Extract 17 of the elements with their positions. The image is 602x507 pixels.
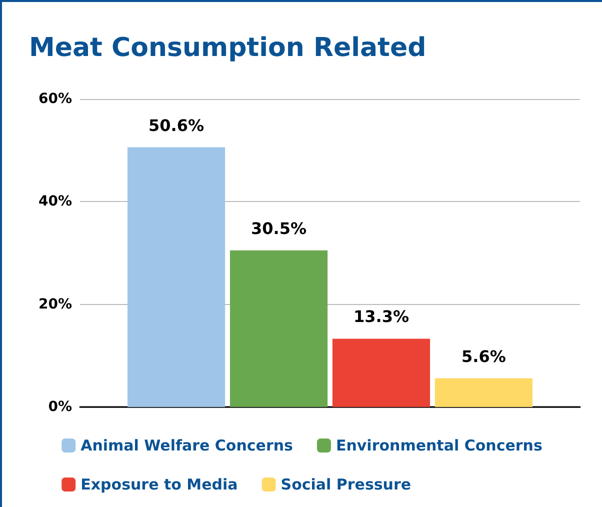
y-tick-label: 20% bbox=[38, 296, 72, 312]
y-tick-label: 40% bbox=[38, 194, 72, 210]
bar bbox=[332, 338, 430, 407]
data-label: 50.6% bbox=[148, 116, 204, 135]
bar bbox=[128, 147, 226, 407]
y-tick-label: 60% bbox=[38, 91, 72, 107]
chart-title: Meat Consumption Related bbox=[29, 33, 426, 63]
legend-label: Environmental Concerns bbox=[336, 436, 542, 454]
data-label: 13.3% bbox=[353, 307, 409, 326]
legend-label: Exposure to Media bbox=[80, 476, 238, 494]
bar bbox=[230, 250, 328, 407]
data-label: 30.5% bbox=[251, 218, 307, 238]
data-label: 5.6% bbox=[462, 346, 506, 366]
y-tick-label: 0% bbox=[48, 399, 72, 415]
legend-label: Social Pressure bbox=[280, 476, 412, 494]
legend-label: Animal Welfare Concerns bbox=[80, 436, 294, 454]
bar bbox=[434, 378, 532, 407]
